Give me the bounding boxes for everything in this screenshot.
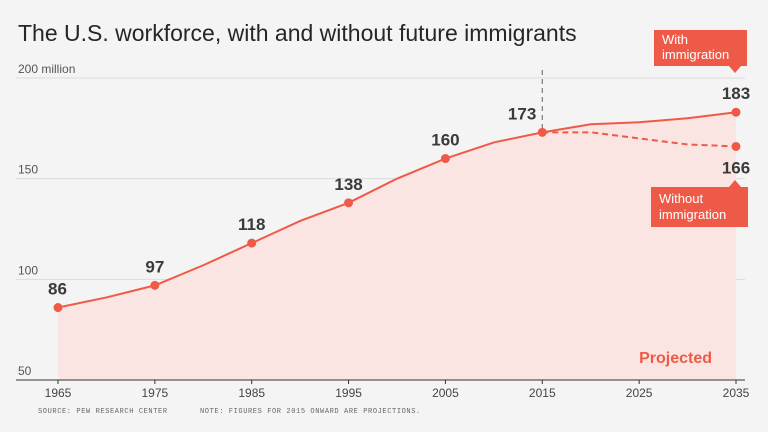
- y-tick-label: 200 million: [18, 62, 75, 76]
- data-label: 138: [334, 175, 362, 194]
- data-point: [440, 154, 450, 164]
- callout-without-box: [651, 187, 748, 227]
- callout-with-immigration: With immigration: [654, 30, 747, 73]
- y-tick-label: 50: [18, 364, 32, 378]
- callout-without-immigration: Without immigration: [651, 180, 748, 227]
- callout-with-line1: With: [662, 32, 688, 47]
- x-tick-label: 1985: [238, 386, 265, 400]
- data-points: [53, 107, 741, 313]
- callout-with-line2: immigration: [662, 47, 729, 62]
- data-point: [344, 198, 354, 208]
- x-tick-label: 2015: [529, 386, 556, 400]
- data-label: 118: [238, 215, 265, 234]
- without-immigration-line: [542, 131, 737, 148]
- data-label: 86: [48, 280, 67, 299]
- data-labels: 86 97 118 138 160 173 183 166: [48, 84, 750, 298]
- callout-with-pointer: [729, 66, 741, 73]
- data-label: 97: [145, 257, 164, 276]
- data-label: 183: [722, 84, 750, 103]
- y-tick-label: 100: [18, 263, 38, 277]
- projected-label: Projected: [639, 350, 712, 367]
- data-label: 173: [508, 104, 536, 123]
- callout-without-line1: Without: [659, 191, 703, 206]
- y-tick-label: 150: [18, 163, 38, 177]
- data-point: [731, 107, 741, 117]
- data-point: [537, 127, 547, 137]
- with-immigration-line: [57, 111, 737, 309]
- chart-title: The U.S. workforce, with and without fut…: [18, 20, 577, 46]
- axis-ticks: 50 100 150 200 million 1965 1975 1985 1995 2005 2…: [16, 62, 750, 400]
- data-point: [731, 141, 741, 151]
- data-point: [150, 280, 160, 290]
- x-tick-label: 2005: [432, 386, 459, 400]
- projection-note: NOTE: FIGURES FOR 2015 ONWARD ARE PROJEC…: [200, 408, 421, 416]
- x-tick-label: 1965: [45, 386, 72, 400]
- data-point: [53, 303, 63, 313]
- x-tick-label: 1975: [142, 386, 169, 400]
- data-label: 166: [722, 158, 750, 177]
- callout-with-box: [654, 30, 747, 66]
- data-label: 160: [431, 131, 459, 150]
- x-tick-label: 2035: [723, 386, 750, 400]
- x-tick-label: 1995: [335, 386, 362, 400]
- callout-without-line2: immigration: [659, 207, 726, 222]
- series-lines: [57, 111, 737, 309]
- source-note: SOURCE: PEW RESEARCH CENTER: [38, 408, 168, 416]
- x-tick-label: 2025: [626, 386, 653, 400]
- area-fill-layer: [58, 112, 736, 380]
- data-point: [247, 238, 257, 248]
- callout-without-pointer: [729, 180, 741, 187]
- area-fill: [58, 112, 736, 380]
